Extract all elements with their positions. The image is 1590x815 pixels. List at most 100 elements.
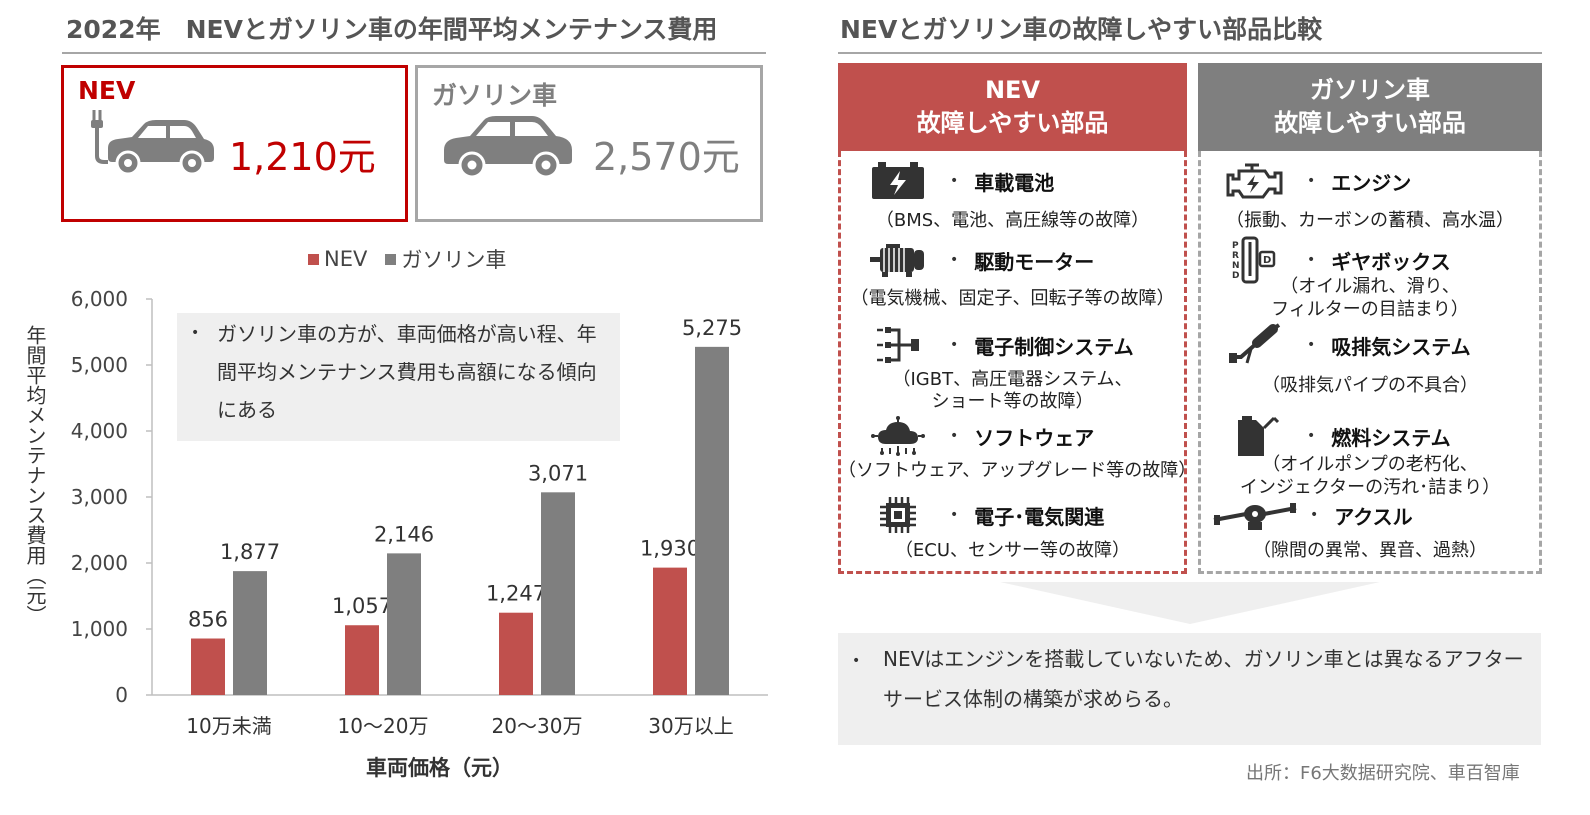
callout-bullet: • <box>191 325 200 341</box>
cloud-network-icon <box>868 416 928 456</box>
chart-legend: NEV ガソリン車 <box>308 244 506 274</box>
gas-summary-card: ガソリン車 2,570元 <box>415 65 763 222</box>
part-detail-line1: （オイル漏れ、滑り、 <box>1280 276 1460 297</box>
svg-text:P: P <box>1232 241 1239 251</box>
part-detail-line2: ショート等の故障） <box>931 391 1094 412</box>
svg-text:R: R <box>1232 251 1239 261</box>
nev-panel-header-line1: NEV <box>984 76 1041 104</box>
y-axis-label: 年間平均メンテナンス費用（元） <box>23 325 47 625</box>
nev-part-electronics: • 電子･電気関連 <box>868 497 1104 533</box>
maintenance-cost-bar-chart: 0 1,000 2,000 3,000 4,000 5,000 6,000 856 1,877 1… <box>71 287 768 738</box>
svg-text:D: D <box>1263 255 1271 266</box>
bullet: • <box>1307 252 1316 268</box>
part-name: ギヤボックス <box>1331 249 1451 274</box>
y-tick-label: 2,000 <box>71 551 128 575</box>
data-label-gas: 5,275 <box>682 316 742 340</box>
bullet: • <box>1307 428 1316 444</box>
data-label-gas: 2,146 <box>374 522 434 546</box>
left-title-rule <box>62 52 766 54</box>
part-detail: （ソフトウェア、アップグレード等の故障） <box>838 460 1197 481</box>
nev-part-motor: • 駆動モーター <box>868 244 1095 277</box>
part-detail: （電気機械、固定子、回転子等の故障） <box>850 288 1175 309</box>
engine-icon <box>1225 161 1285 201</box>
callout-text: ガソリン車の方が、車両価格が高い程、年間平均メンテナンス費用も高額になる傾向にあ… <box>217 322 597 422</box>
exhaust-icon <box>1225 323 1285 365</box>
chart-callout: • ガソリン車の方が、車両価格が高い程、年間平均メンテナンス費用も高額になる傾向… <box>177 313 620 441</box>
bullet: • <box>950 252 959 268</box>
x-tick-label: 20～30万 <box>492 714 583 738</box>
chip-icon <box>868 495 928 535</box>
part-detail: （吸排気パイプの不具合） <box>1262 375 1478 396</box>
electric-car-icon <box>91 110 214 176</box>
part-detail-line2: インジェクターの汚れ･詰まり） <box>1239 477 1501 498</box>
y-tick-label: 6,000 <box>71 287 128 311</box>
nev-card-value: 1,210元 <box>229 135 376 179</box>
nev-panel-header-line2: 故障しやすい部品 <box>916 109 1109 137</box>
part-name: 電子制御システム <box>974 334 1134 359</box>
circuit-icon <box>868 325 928 365</box>
part-name: 駆動モーター <box>974 249 1095 274</box>
nev-part-software: • ソフトウェア <box>868 416 1094 456</box>
bar-gas <box>233 571 267 695</box>
gas-part-fuel: • 燃料システム <box>1225 416 1451 456</box>
motor-icon <box>868 240 928 280</box>
nev-summary-card: NEV 1,210元 <box>61 65 408 222</box>
y-tick-label: 3,000 <box>71 485 128 509</box>
bar-nev <box>653 567 687 695</box>
gas-card-value: 2,570元 <box>593 135 740 179</box>
nev-panel-box <box>838 151 1187 574</box>
y-tick-label: 1,000 <box>71 617 128 641</box>
data-label-gas: 3,071 <box>528 461 588 485</box>
right-title: NEVとガソリン車の故障しやすい部品比較 <box>840 15 1323 44</box>
bullet: • <box>1307 337 1316 353</box>
part-name: 車載電池 <box>974 170 1055 195</box>
svg-text:N: N <box>1232 261 1240 271</box>
data-label-gas: 1,877 <box>220 540 280 564</box>
data-label-nev: 1,930 <box>640 537 700 561</box>
svg-text:D: D <box>1232 271 1239 281</box>
battery-icon <box>868 161 928 201</box>
right-title-rule <box>838 52 1542 54</box>
y-tick-label: 0 <box>115 683 128 707</box>
x-axis-label: 車両価格（元） <box>366 756 513 780</box>
bar-gas <box>541 492 575 695</box>
gas-card-label: ガソリン車 <box>432 81 558 110</box>
part-detail: （隙間の異常、異音、過熱） <box>1253 540 1487 561</box>
gas-panel-header: ガソリン車 故障しやすい部品 <box>1198 63 1542 151</box>
summary-bullet: • <box>852 653 861 669</box>
bullet: • <box>950 507 959 523</box>
part-detail: （BMS、電池、高圧線等の故障） <box>875 210 1150 231</box>
gas-panel-header-line2: 故障しやすい部品 <box>1274 109 1466 137</box>
x-tick-label: 10万未満 <box>186 714 271 738</box>
part-name: 燃料システム <box>1331 425 1451 450</box>
y-tick-label: 5,000 <box>71 353 128 377</box>
data-label-nev: 1,247 <box>486 582 546 606</box>
left-title: 2022年 NEVとガソリン車の年間平均メンテナンス費用 <box>66 15 718 44</box>
bar-gas <box>387 553 421 695</box>
x-tick-label: 30万以上 <box>648 714 733 738</box>
nev-part-control-system: • 電子制御システム <box>868 327 1134 363</box>
bar-nev <box>499 612 533 695</box>
x-tick-label: 10～20万 <box>338 714 429 738</box>
gas-panel-box <box>1198 151 1542 574</box>
legend-swatch-nev <box>308 253 319 265</box>
part-detail-line1: （オイルポンプの老朽化、 <box>1262 454 1478 475</box>
nev-part-battery: • 車載電池 <box>868 162 1055 199</box>
part-name: 吸排気システム <box>1331 334 1471 359</box>
gas-panel-header-line1: ガソリン車 <box>1310 76 1430 104</box>
bullet: • <box>1310 507 1319 523</box>
bullet: • <box>950 428 959 444</box>
axle-icon <box>1212 495 1298 535</box>
bar-gas <box>695 346 729 695</box>
gas-part-engine: • エンジン <box>1225 163 1411 199</box>
part-name: アクスル <box>1334 504 1413 529</box>
y-tick-label: 4,000 <box>71 419 128 443</box>
nev-panel-header: NEV 故障しやすい部品 <box>838 63 1187 151</box>
legend-label-gas: ガソリン車 <box>401 248 507 272</box>
summary-note: • NEVはエンジンを搭載していないため、ガソリン車とは異なるアフターサービス体… <box>838 633 1541 745</box>
data-label-nev: 1,057 <box>332 594 392 618</box>
bullet: • <box>950 173 959 189</box>
source-note: 出所：F6大数据研究院、車百智庫 <box>1246 763 1520 784</box>
